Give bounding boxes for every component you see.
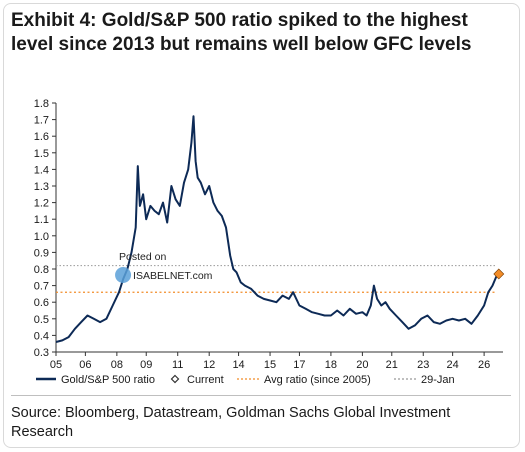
current-marker [493, 268, 505, 280]
watermark-line-2: ISABELNET.com [133, 270, 213, 282]
x-tick-label: 21 [386, 359, 398, 371]
gold-sp500-chart: 0.3 0.4 0.5 0.6 0.7 0.8 0.9 1.0 1.1 1.2 1.3 1.4 1.5 1… [34, 98, 505, 386]
y-tick-label: 0.7 [34, 281, 49, 293]
legend-label: Avg ratio (since 2005) [264, 374, 371, 386]
x-tick-label: 12 [203, 359, 215, 371]
source-line-2: Research [11, 424, 74, 440]
x-tick-label: 05 [50, 359, 62, 371]
x-tick-label: 06 [79, 359, 91, 371]
y-tick-label: 0.8 [34, 264, 49, 276]
x-tick-label: 15 [264, 359, 276, 371]
x-tick-label: 14 [232, 359, 244, 371]
y-tick-label: 0.9 [34, 247, 49, 259]
chart-title: Exhibit 4: Gold/S&P 500 ratio spiked to … [11, 9, 516, 57]
y-tick-label: 0.4 [34, 330, 49, 342]
y-tick-label: 1.0 [34, 231, 49, 243]
title-line-2: level since 2013 but remains well below … [11, 34, 472, 55]
x-tick-label: 18 [325, 359, 337, 371]
source-note: Source: Bloomberg, Datastream, Goldman S… [11, 404, 516, 442]
watermark-line-1: Posted on [119, 251, 166, 263]
x-tick-label: 11 [172, 359, 183, 371]
series-line-gold-sp500 [55, 115, 500, 343]
x-tick-label: 17 [293, 359, 305, 371]
title-line-1: Exhibit 4: Gold/S&P 500 ratio spiked to … [11, 10, 468, 31]
y-tick-label: 0.3 [34, 347, 49, 359]
y-tick-label: 1.8 [34, 98, 49, 110]
x-tick-label: 26 [478, 359, 490, 371]
source-line-1: Source: Bloomberg, Datastream, Goldman S… [11, 405, 451, 421]
y-tick-label: 1.1 [34, 214, 49, 226]
y-tick-label: 1.4 [34, 164, 49, 176]
y-tick-label: 1.2 [34, 198, 49, 210]
y-tick-label: 1.6 [34, 131, 49, 143]
y-tick-label: 0.5 [34, 314, 49, 326]
x-tick-label: 09 [140, 359, 152, 371]
x-tick-label: 24 [447, 359, 459, 371]
legend-swatch-diamond [170, 374, 180, 384]
x-tick-label: 08 [111, 359, 123, 371]
watermark-globe-icon [115, 267, 132, 283]
exhibit-frame [3, 3, 520, 448]
source-divider [11, 395, 511, 396]
y-tick-label: 1.7 [34, 115, 49, 127]
legend-label: 29-Jan [421, 374, 455, 386]
x-tick-label: 23 [417, 359, 429, 371]
x-tick-label: 20 [356, 359, 368, 371]
y-tick-label: 1.3 [34, 181, 49, 193]
y-tick-label: 1.5 [34, 148, 49, 160]
y-tick-label: 0.6 [34, 297, 49, 309]
legend-label: Gold/S&P 500 ratio [61, 374, 155, 386]
legend-label: Current [187, 374, 224, 386]
